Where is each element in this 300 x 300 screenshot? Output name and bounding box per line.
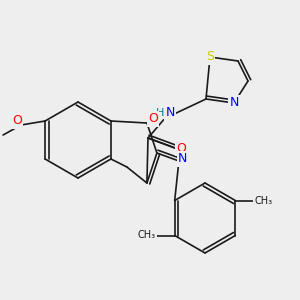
Text: H: H [156, 108, 164, 118]
Text: N: N [165, 106, 175, 119]
Text: O: O [12, 115, 22, 128]
Text: N: N [178, 152, 188, 166]
Text: CH₃: CH₃ [254, 196, 272, 206]
Text: N: N [229, 97, 239, 110]
Text: O: O [148, 112, 158, 125]
Text: CH₃: CH₃ [138, 230, 156, 241]
Text: O: O [176, 142, 186, 154]
Text: S: S [206, 50, 214, 64]
